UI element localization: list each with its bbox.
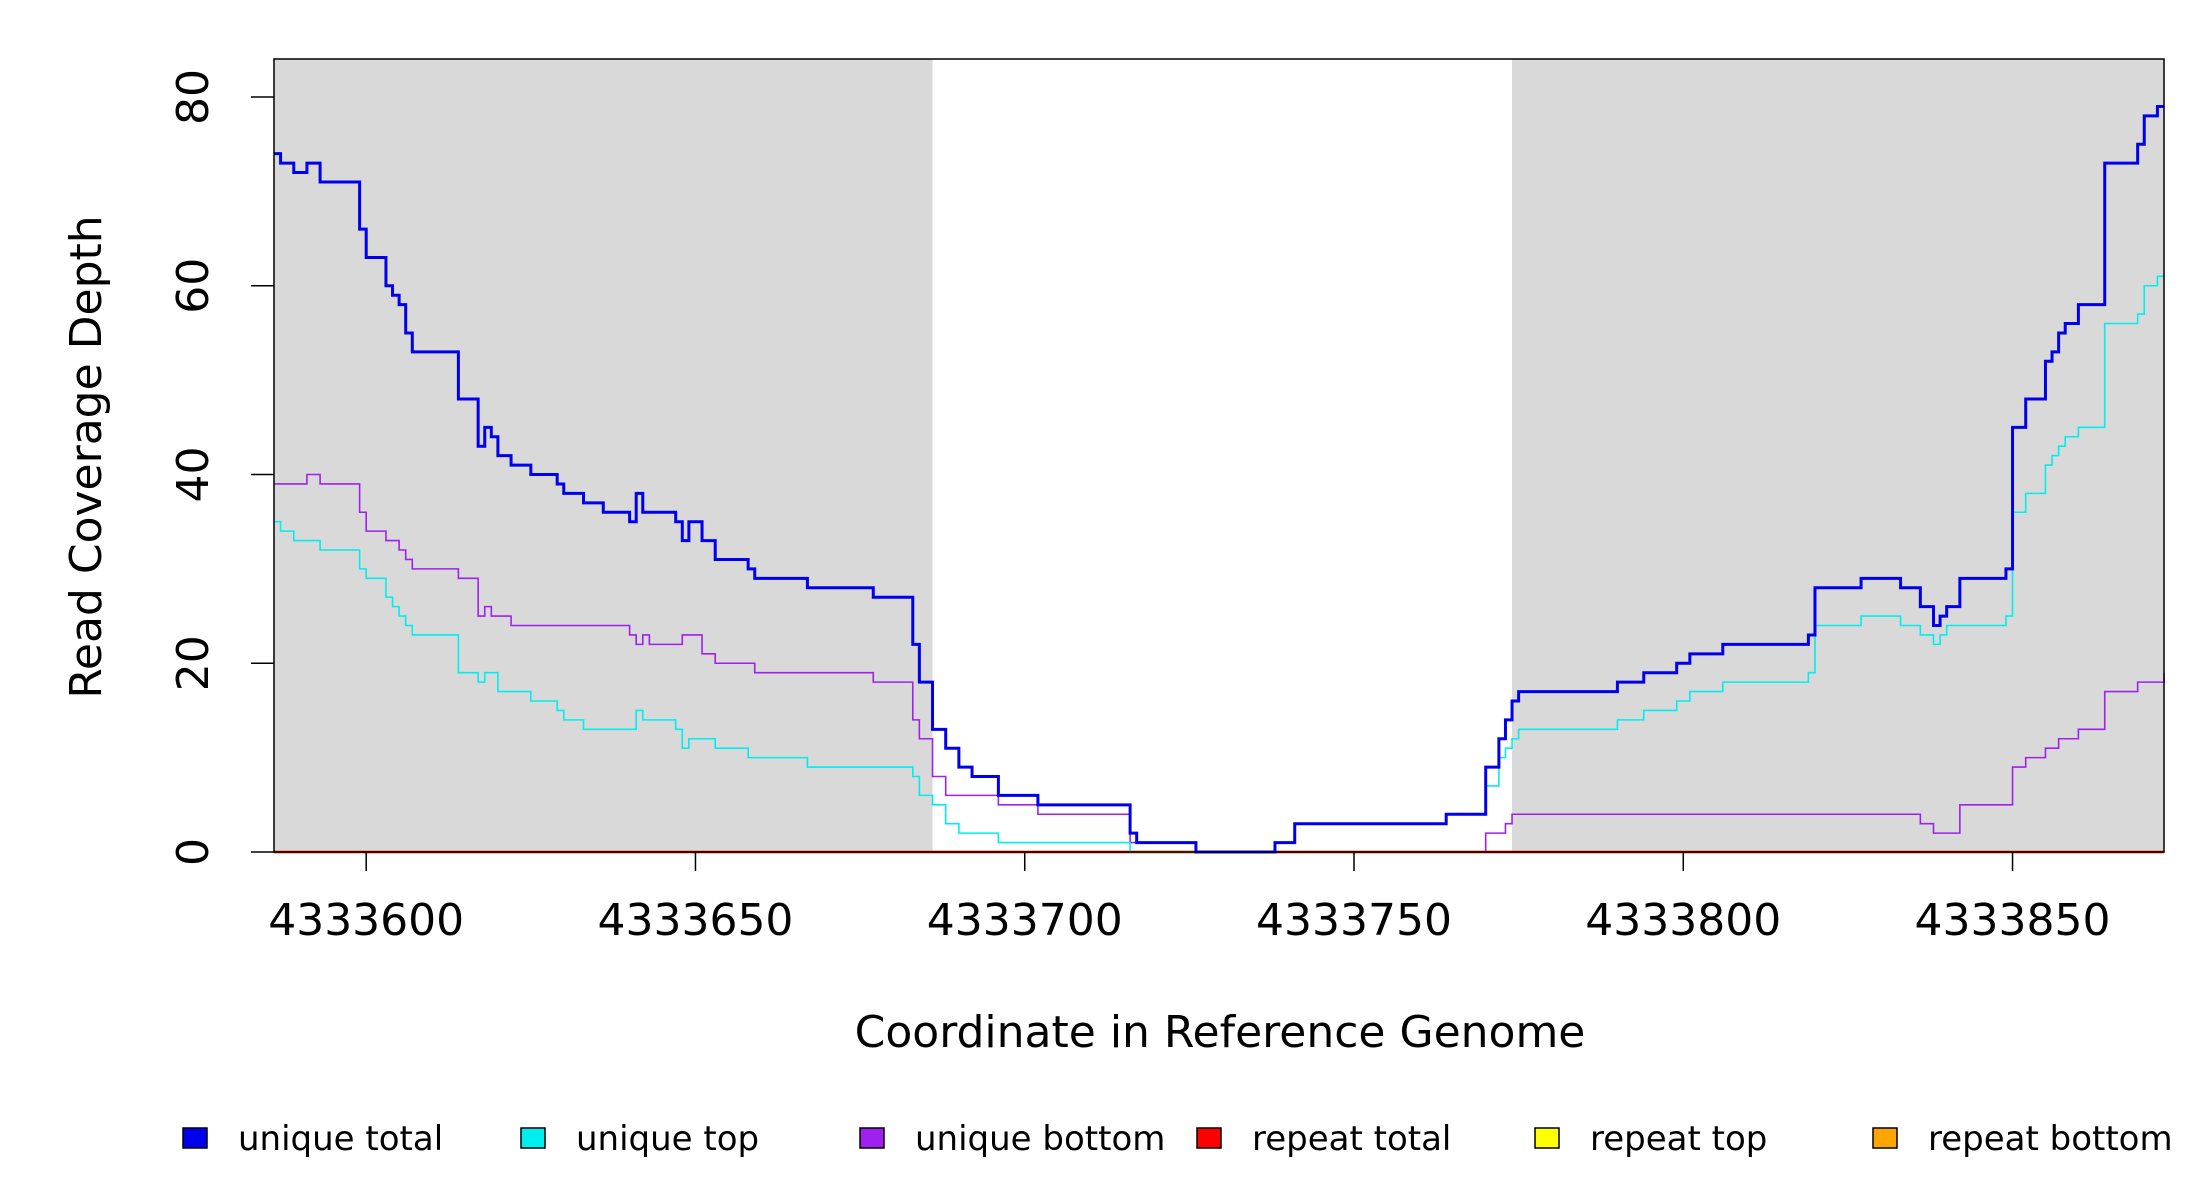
- shaded-region-1: [274, 59, 933, 852]
- x-tick-label: 4333700: [927, 895, 1123, 946]
- legend-swatch: [1534, 1127, 1560, 1149]
- legend-item: repeat top: [1534, 1119, 1767, 1159]
- legend-swatch: [182, 1127, 208, 1149]
- legend-swatch: [1196, 1127, 1222, 1149]
- shaded-regions: [274, 59, 2164, 852]
- legend-label: unique bottom: [915, 1119, 1165, 1159]
- x-tick-label: 4333800: [1585, 895, 1781, 946]
- y-tick-label: 80: [168, 69, 219, 125]
- legend-label: unique top: [576, 1119, 759, 1159]
- x-tick-label: 4333650: [597, 895, 793, 946]
- legend-item: repeat bottom: [1872, 1119, 2173, 1159]
- legend-label: unique total: [238, 1119, 443, 1159]
- legend-item: repeat total: [1196, 1119, 1451, 1159]
- x-tick-label: 4333600: [268, 895, 464, 946]
- x-axis-label: Coordinate in Reference Genome: [855, 1007, 1586, 1058]
- y-tick-label: 0: [168, 838, 219, 866]
- x-axis: 4333600 4333650 4333700 4333750 4333800 43338…: [268, 852, 2111, 946]
- y-tick-label: 20: [168, 635, 219, 691]
- y-axis: 0 20 40 60 80: [168, 69, 274, 866]
- legend-label: repeat bottom: [1928, 1119, 2173, 1159]
- legend-swatch: [520, 1127, 546, 1149]
- legend-label: repeat total: [1252, 1119, 1451, 1159]
- y-axis-label: Read Coverage Depth: [61, 215, 112, 698]
- series-line-unique-top: [274, 275, 2164, 853]
- series-line-unique-total: [274, 104, 2164, 854]
- series-line-unique-bottom: [274, 473, 2165, 853]
- legend-item: unique total: [182, 1119, 443, 1159]
- y-tick-label: 60: [168, 258, 219, 314]
- y-tick-label: 40: [168, 447, 219, 503]
- shaded-region-2: [1512, 59, 2164, 852]
- x-tick-label: 4333850: [1915, 895, 2111, 946]
- plot-frame: [273, 58, 2165, 853]
- legend: unique total unique top unique bottom repea…: [182, 1119, 2173, 1159]
- legend-swatch: [1872, 1127, 1898, 1149]
- legend-swatch: [859, 1127, 885, 1149]
- legend-label: repeat top: [1590, 1119, 1767, 1159]
- legend-item: unique top: [520, 1119, 759, 1159]
- legend-item: unique bottom: [859, 1119, 1165, 1159]
- x-tick-label: 4333750: [1256, 895, 1452, 946]
